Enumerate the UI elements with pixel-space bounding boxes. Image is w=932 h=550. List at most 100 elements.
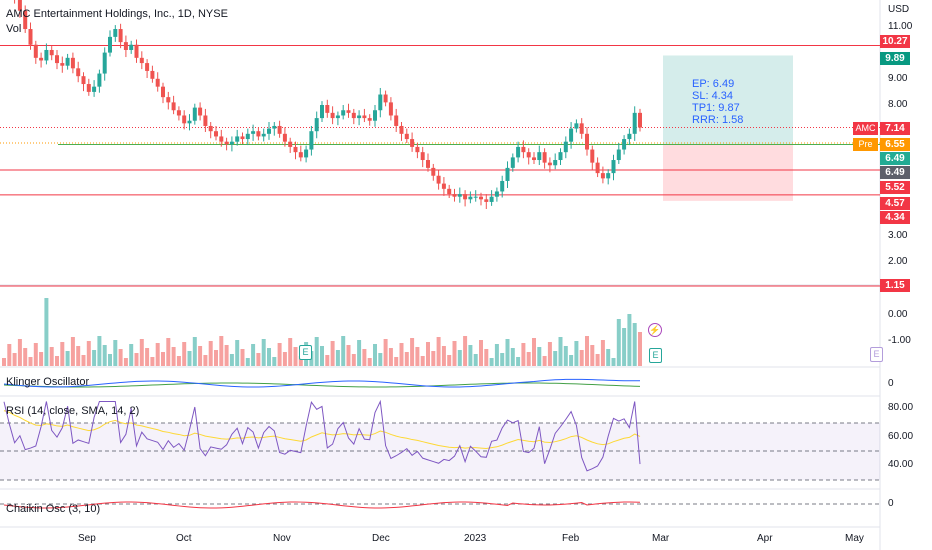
- volume-bar: [473, 354, 478, 366]
- earnings-icon[interactable]: E: [299, 345, 312, 360]
- volume-bar: [463, 336, 468, 366]
- split-event-icon[interactable]: ⚡: [648, 323, 662, 337]
- candle-body: [171, 102, 176, 111]
- klinger-title[interactable]: Klinger Oscillator: [6, 376, 90, 388]
- volume-bar: [229, 354, 234, 366]
- x-axis-label: Nov: [273, 533, 291, 544]
- volume-bar: [251, 344, 256, 366]
- candle-body: [505, 167, 510, 181]
- candle-body: [606, 173, 611, 179]
- earnings-icon[interactable]: E: [870, 347, 883, 362]
- volume-bar: [171, 347, 176, 366]
- volume-bar: [351, 354, 356, 366]
- rsi-axis-label: 40.00: [888, 459, 914, 470]
- candle-body: [224, 141, 229, 145]
- candle-body: [489, 196, 494, 202]
- candle-body: [134, 44, 139, 58]
- candle-body: [113, 29, 118, 37]
- volume-bar: [494, 344, 499, 366]
- volume-bar: [12, 353, 17, 366]
- candle-body: [76, 68, 81, 77]
- volume-bar: [23, 348, 28, 366]
- candle-body: [468, 196, 473, 200]
- candle-body: [293, 146, 298, 153]
- volume-bar: [108, 354, 112, 366]
- candle-body: [28, 29, 33, 45]
- volume-bar: [298, 356, 303, 366]
- last-price-tag: 7.14: [880, 122, 910, 135]
- candle-body: [33, 44, 38, 58]
- volume-bar: [436, 337, 441, 366]
- candle-body: [547, 162, 552, 166]
- candle-body: [616, 149, 621, 161]
- candle-body: [394, 115, 399, 126]
- volume-bar: [81, 355, 86, 366]
- candle-body: [537, 152, 542, 161]
- entry-price-tag: 6.49: [880, 152, 910, 165]
- candle-body: [49, 49, 54, 56]
- volume-bar: [378, 353, 383, 366]
- volume-bar: [203, 355, 208, 366]
- volume-bar: [553, 351, 558, 366]
- chaikin-title[interactable]: Chaikin Osc (3, 10): [6, 503, 101, 515]
- candle-body: [611, 160, 616, 174]
- volume-bar: [150, 357, 155, 366]
- volume-bar: [261, 339, 266, 366]
- x-axis-label: Mar: [652, 533, 670, 544]
- volume-bar: [452, 341, 457, 366]
- volume-bar: [134, 353, 139, 366]
- volume-bar: [516, 357, 521, 366]
- volume-bar: [526, 352, 531, 366]
- x-axis-label: May: [845, 533, 864, 544]
- candle-body: [298, 152, 303, 158]
- volume-bar: [590, 345, 595, 366]
- volume-bar: [500, 353, 505, 366]
- x-axis-label: Oct: [176, 533, 192, 544]
- volume-bar: [97, 336, 102, 366]
- position-entry: EP: 6.49: [692, 78, 735, 90]
- volume-bar: [574, 341, 579, 366]
- candle-body: [92, 86, 97, 92]
- entry-price-tag-2: 6.49: [880, 166, 910, 179]
- volume-bar: [606, 349, 611, 366]
- price-axis-label: 11.00: [888, 21, 913, 32]
- klinger-axis-label: 0: [888, 378, 894, 389]
- volume-bar: [219, 336, 224, 366]
- position-target: TP1: 9.87: [692, 102, 740, 114]
- volume-bar: [76, 346, 81, 366]
- volume-bar: [240, 349, 245, 366]
- volume-bar: [166, 338, 171, 366]
- support-price-tag: 5.52: [880, 181, 910, 194]
- candle-body: [436, 175, 441, 184]
- rsi-ma-line: [3, 410, 641, 450]
- volume-bar: [357, 340, 362, 366]
- candle-body: [44, 49, 49, 61]
- volume-bar: [214, 350, 218, 366]
- x-axis-label: Feb: [562, 533, 580, 544]
- candle-body: [198, 107, 203, 116]
- candle-body: [378, 94, 383, 111]
- volume-bar: [198, 346, 203, 366]
- volume-bar: [256, 353, 261, 366]
- price-axis-label: 2.00: [888, 256, 908, 267]
- volume-bar: [426, 342, 430, 366]
- earnings-icon[interactable]: E: [649, 348, 662, 363]
- candle-body: [39, 57, 44, 61]
- volume-bar: [314, 337, 319, 366]
- rsi-title[interactable]: RSI (14, close, SMA, 14, 2): [6, 405, 140, 417]
- candle-body: [150, 70, 155, 79]
- volume-bar: [479, 340, 483, 366]
- volume-bar: [272, 357, 277, 366]
- candle-body: [203, 115, 208, 126]
- support-price-tag-2: 4.57: [880, 197, 910, 210]
- chaikin-line: [3, 501, 641, 509]
- candle-body: [383, 94, 388, 103]
- volume-bar: [65, 351, 70, 366]
- x-axis-label: Sep: [78, 533, 96, 544]
- volume-bar: [288, 338, 293, 366]
- volume-bar: [627, 314, 632, 366]
- candle-body: [55, 55, 59, 64]
- candle-body: [214, 131, 218, 137]
- volume-bar: [420, 356, 425, 366]
